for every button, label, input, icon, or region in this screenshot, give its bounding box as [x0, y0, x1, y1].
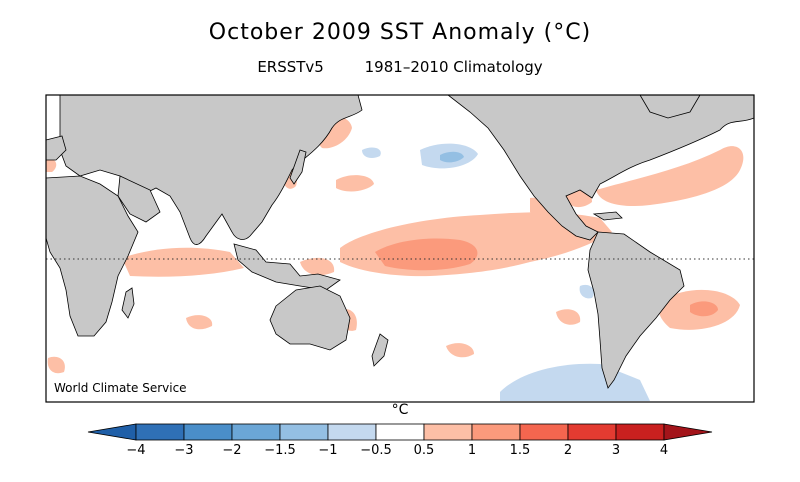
colorbar-segment: [615, 423, 665, 441]
warm-anomaly-indian-ocean: [122, 247, 244, 277]
colorbar-segment: [231, 423, 281, 441]
colorbar-segment: [135, 423, 185, 441]
colorbar-segment: [279, 423, 329, 441]
land-south-america: [587, 231, 685, 389]
colorbar-segment: [87, 423, 137, 441]
warm-anomaly-north-atlantic: [596, 146, 744, 207]
land-new-zealand: [371, 333, 389, 367]
warm-anomaly-south-atlantic-core: [690, 301, 718, 317]
colorbar-segment: [327, 423, 377, 441]
land-layer: [45, 94, 755, 389]
cold-anomaly-north-pacific-west: [362, 147, 381, 158]
climatology-label: 1981–2010 Climatology: [364, 58, 543, 76]
land-japan: [289, 149, 307, 185]
cold-anomaly-chile-coast: [579, 284, 595, 299]
warm-anomaly-south-west: [47, 356, 65, 374]
colorbar-tick-label: 0.5: [414, 443, 435, 458]
warm-anomaly-se-pacific: [446, 343, 474, 358]
colorbar-tick-label: 2: [564, 443, 572, 458]
colorbar-segment: [471, 423, 521, 441]
colorbar-segment: [183, 423, 233, 441]
map-border: [45, 94, 755, 403]
colorbar-unit: °C: [391, 402, 409, 418]
colorbar-tick-label: 1: [468, 443, 476, 458]
colorbar-tick-label: −2: [222, 443, 241, 458]
land-cuba: [592, 211, 623, 221]
colorbar-tick-label: −4: [126, 443, 145, 458]
warm-anomaly-central-npac: [336, 175, 374, 192]
colorbar-tick-label: 3: [612, 443, 620, 458]
colorbar-tick-label: −0.5: [360, 443, 392, 458]
cold-anomaly-north-pacific-core: [440, 151, 464, 163]
colorbar-tick-label: −3: [174, 443, 193, 458]
colorbar-tick-label: −1.5: [264, 443, 296, 458]
colorbar-segment: [423, 423, 473, 441]
land-maritime-continent: [233, 243, 341, 291]
land-eurasia: [59, 94, 363, 245]
anomaly-layer: [46, 115, 744, 401]
land-australia: [269, 285, 351, 351]
colorbar-segment: [375, 423, 425, 441]
colorbar-segment: [567, 423, 617, 441]
colorbar-tick-label: 4: [660, 443, 668, 458]
warm-anomaly-west-pacific-eq: [300, 257, 335, 276]
warm-anomaly-south-pacific: [556, 309, 581, 325]
colorbar-segment: [663, 423, 713, 441]
warm-anomaly-mediterranean: [46, 159, 57, 172]
colorbar-tick-label: −1: [318, 443, 337, 458]
map-title: October 2009 SST Anomaly (°C): [208, 20, 592, 45]
colorbar: −4 −3 −2 −1.5 −1 −0.5 0.5 1 1.5 2 3 4: [87, 423, 713, 458]
credit-label: World Climate Service: [54, 381, 187, 395]
colorbar-segment: [519, 423, 569, 441]
land-africa: [45, 175, 139, 337]
dataset-label: ERSSTv5: [257, 58, 324, 76]
map-subtitle: ERSSTv5 1981–2010 Climatology: [0, 58, 800, 76]
colorbar-tick-label: 1.5: [510, 443, 531, 458]
warm-anomaly-nino-core: [375, 238, 478, 271]
land-north-america: [446, 94, 755, 241]
land-madagascar: [121, 287, 135, 319]
warm-anomaly-south-indian: [186, 315, 213, 330]
